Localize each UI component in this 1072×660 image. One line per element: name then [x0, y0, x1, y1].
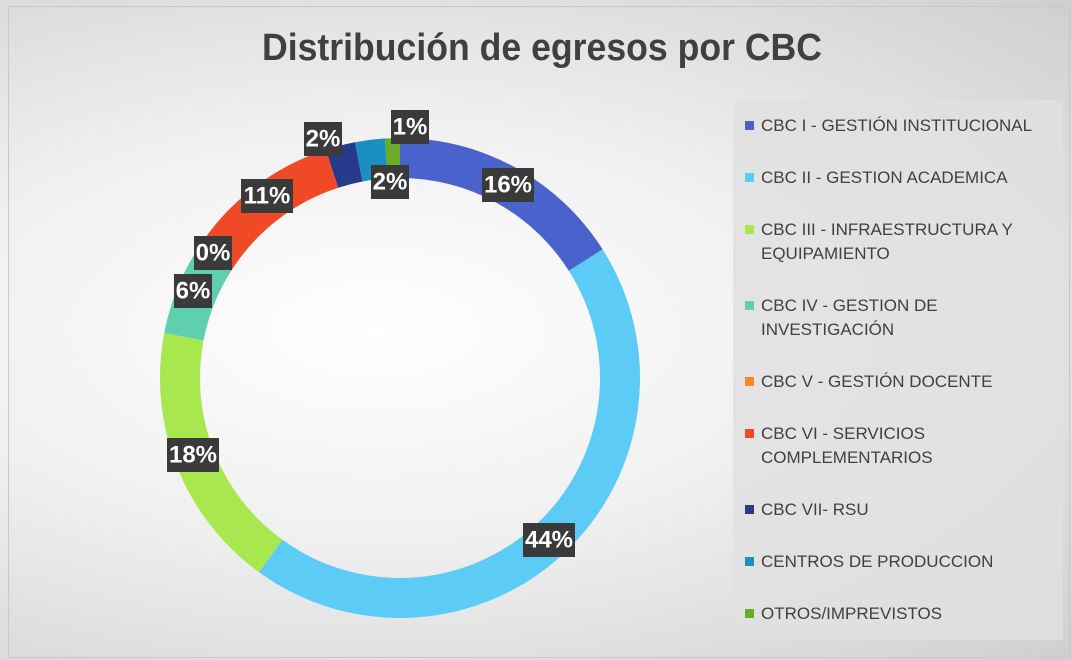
legend-text: OTROS/IMPREVISTOS — [761, 604, 943, 623]
data-label-box — [194, 236, 232, 270]
data-label-text: 44% — [525, 526, 573, 553]
legend: CBC I - GESTIÓN INSTITUCIONAL CBC II - GE… — [733, 100, 1063, 640]
legend-swatch — [745, 121, 754, 130]
data-label: 11% — [241, 179, 293, 213]
data-label-text: 1% — [393, 113, 428, 140]
data-label: 0% — [194, 236, 232, 270]
data-label-box — [304, 122, 342, 156]
legend-swatch — [745, 609, 754, 618]
chart-frame — [8, 6, 1070, 658]
data-label-text: 2% — [373, 168, 408, 195]
data-label-box — [241, 179, 293, 213]
legend-item: CBC III - INFRAESTRUCTURA Y EQUIPAMIENTO — [745, 218, 1063, 266]
donut-slice — [160, 333, 283, 573]
legend-swatch — [745, 225, 754, 234]
legend-text: CBC IV - GESTION DE INVESTIGACIÓN — [761, 296, 938, 339]
data-label-box — [167, 438, 219, 472]
data-label-text: 11% — [244, 182, 291, 209]
data-label-text: 16% — [484, 171, 532, 198]
legend-text: CBC VI - SERVICIOS COMPLEMENTARIOS — [761, 424, 933, 467]
legend-text: CBC V - GESTIÓN DOCENTE — [761, 372, 993, 391]
legend-item: CBC I - GESTIÓN INSTITUCIONAL — [745, 114, 1063, 138]
legend-swatch — [745, 429, 754, 438]
legend-item: CBC VI - SERVICIOS COMPLEMENTARIOS — [745, 422, 1063, 470]
data-label: 18% — [167, 438, 219, 472]
data-label: 2% — [371, 165, 409, 199]
legend-item: CENTROS DE PRODUCCION — [745, 550, 1063, 574]
data-label-box — [371, 165, 409, 199]
data-label-text: 6% — [176, 277, 211, 304]
legend-item: OTROS/IMPREVISTOS — [745, 602, 1063, 626]
data-label: 16% — [482, 168, 534, 202]
legend-item: CBC IV - GESTION DE INVESTIGACIÓN — [745, 294, 1063, 342]
chart-title: Distribución de egresos por CBC — [262, 27, 822, 69]
data-label: 6% — [174, 274, 212, 308]
legend-text: CBC I - GESTIÓN INSTITUCIONAL — [761, 116, 1033, 135]
data-label-text: 2% — [306, 125, 341, 152]
data-label-box — [391, 110, 429, 144]
donut-slice — [400, 138, 603, 271]
legend-item: CBC V - GESTIÓN DOCENTE — [745, 370, 1063, 394]
data-label-box — [482, 168, 534, 202]
legend-swatch — [745, 505, 754, 514]
data-label-text: 18% — [169, 441, 217, 468]
legend-text: CENTROS DE PRODUCCION — [761, 552, 994, 571]
legend-swatch — [745, 377, 754, 386]
legend-text: CBC III - INFRAESTRUCTURA Y EQUIPAMIENTO — [761, 220, 1013, 263]
legend-text: CBC VII- RSU — [761, 500, 869, 519]
legend-swatch — [745, 301, 754, 310]
legend-swatch — [745, 557, 754, 566]
data-label: 1% — [391, 110, 429, 144]
legend-text: CBC II - GESTION ACADEMICA — [761, 168, 1008, 187]
legend-swatch — [745, 173, 754, 182]
data-label-box — [523, 523, 575, 557]
data-label: 44% — [523, 523, 575, 557]
data-label-box — [174, 274, 212, 308]
legend-item: CBC II - GESTION ACADEMICA — [745, 166, 1063, 190]
data-label-text: 0% — [196, 239, 231, 266]
legend-item: CBC VII- RSU — [745, 498, 1063, 522]
donut-slice — [258, 249, 640, 619]
data-label: 2% — [304, 122, 342, 156]
